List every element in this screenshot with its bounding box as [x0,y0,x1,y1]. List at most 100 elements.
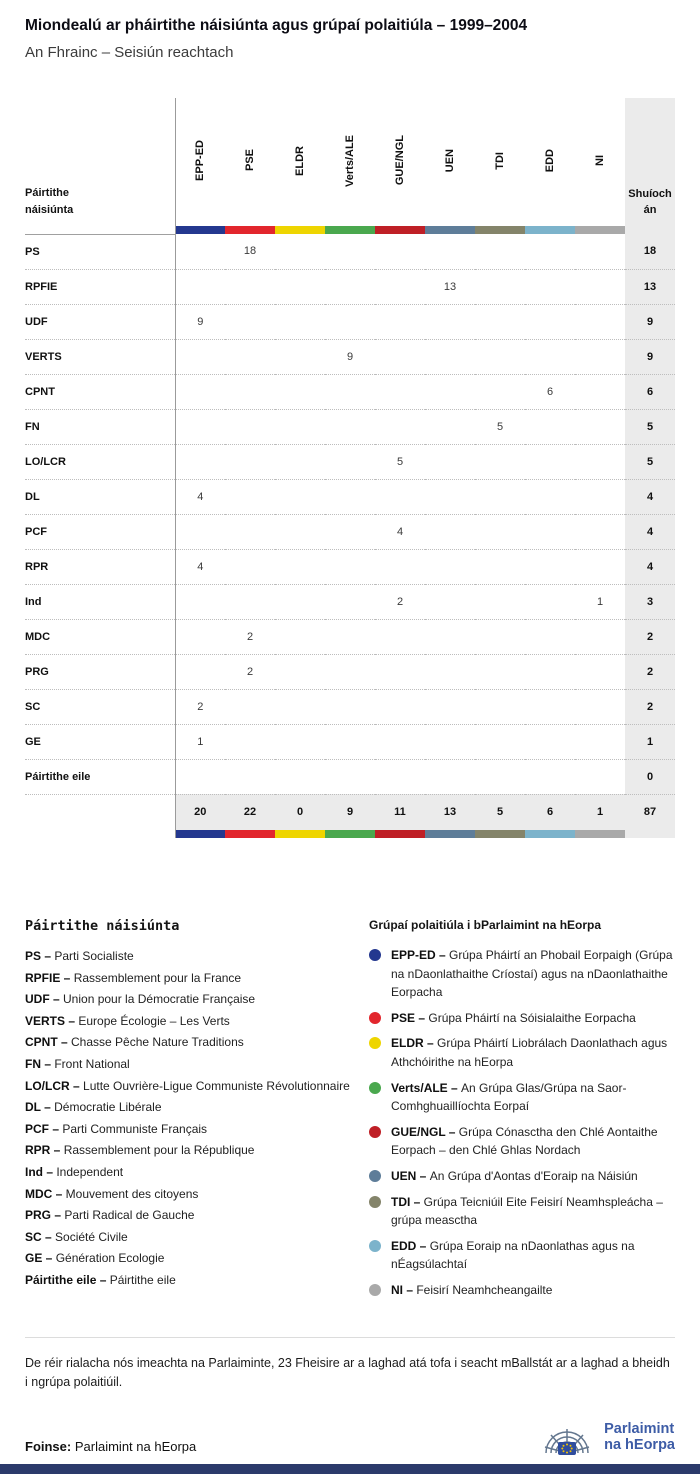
seat-count-cell [575,304,625,340]
group-column-header: NI [594,155,606,166]
seat-count-cell [375,619,425,655]
group-legend-text: TDI – Grúpa Teicniúil Eite Feisirí Neamh… [391,1194,663,1228]
header-row: Páirtithe náisiúnta EPP-ED PSE ELDR Verts/AL… [25,98,675,226]
seat-count-cell [325,444,375,480]
party-name: LO/LCR [25,444,176,480]
seat-count-cell [225,549,275,585]
ep-hemicycle-icon [544,1429,590,1456]
legend-political-groups: Grúpaí polaitiúla i bParlaimint na hEorp… [369,918,675,1307]
seat-count-cell [275,234,325,270]
seat-count-cell [425,584,475,620]
party-legend-item: Páirtithe eile – Páirtithe eile [25,1272,176,1287]
table-row: UDF 9 9 [25,304,675,340]
group-legend-item: NI – Feisirí Neamhcheangailte [369,1281,675,1300]
seat-count-cell [525,619,575,655]
column-total: 20 [175,794,225,830]
party-legend-item: FN – Front National [25,1056,130,1071]
seat-count-cell [525,409,575,445]
party-name: PRG [25,654,176,690]
seat-count-cell [275,269,325,305]
seat-count-cell: 5 [375,444,425,480]
party-name: CPNT [25,374,176,410]
party-legend-item: PCF – Parti Communiste Français [25,1121,208,1136]
seat-count-cell [425,654,475,690]
group-color-swatch [475,226,525,234]
row-total: 5 [625,409,675,445]
seat-count-cell [375,304,425,340]
group-color-swatch [225,830,275,838]
seat-count-cell [525,514,575,550]
seat-count-cell [475,689,525,725]
group-column-header: EPP-ED [194,140,207,181]
row-total: 6 [625,374,675,410]
seat-count-cell: 9 [175,304,225,340]
seat-count-cell: 4 [175,479,225,515]
seat-count-cell [425,514,475,550]
group-color-swatch [375,226,425,234]
seat-count-cell [325,479,375,515]
party-legend-item: PS – Parti Socialiste [25,949,134,963]
group-color-swatch [575,226,625,234]
color-swatch-row [25,226,675,235]
seat-count-cell [575,409,625,445]
seat-count-cell [475,374,525,410]
seat-count-cell [525,304,575,340]
seat-count-cell [175,654,225,690]
seat-count-cell [225,479,275,515]
seat-count-cell [325,234,375,270]
seat-count-cell [425,619,475,655]
party-name: RPR [25,549,176,585]
seat-count-cell [425,479,475,515]
seat-count-cell [375,654,425,690]
group-color-swatch [175,226,225,234]
table-row: FN 5 5 [25,409,675,445]
row-total: 9 [625,339,675,375]
group-color-swatch [375,830,425,838]
seat-count-cell [325,374,375,410]
seat-count-cell [425,689,475,725]
seat-count-cell: 2 [175,689,225,725]
group-legend-text: ELDR – Grúpa Pháirtí Liobrálach Daonlath… [391,1036,668,1069]
seat-count-cell [575,724,625,760]
group-column-header: PSE [244,149,256,172]
seat-count-cell [375,724,425,760]
seat-count-cell [275,479,325,515]
party-name: GE [25,724,176,760]
group-color-swatch [425,226,475,234]
row-header-cell: Páirtithe náisiúnta [25,98,176,226]
group-legend-item: GUE/NGL – Grúpa Cónasctha den Chlé Aonta… [369,1123,675,1160]
row-total: 2 [625,619,675,655]
group-color-swatch [425,830,475,838]
source-label: Foinse: [25,1439,72,1455]
seat-count-cell [225,724,275,760]
seat-count-cell [275,374,325,410]
row-total: 0 [625,759,675,795]
seat-count-cell [425,374,475,410]
seat-count-cell [325,724,375,760]
column-total: 5 [475,794,525,830]
row-total: 9 [625,304,675,340]
seat-count-cell: 9 [325,339,375,375]
seat-count-cell [275,654,325,690]
seat-count-cell [475,304,525,340]
seat-count-cell [375,549,425,585]
seat-count-cell [525,654,575,690]
row-header-label: Páirtithe náisiúnta [25,186,74,216]
seat-count-cell [175,234,225,270]
seat-count-cell [275,304,325,340]
party-name: SC [25,689,176,725]
seat-count-cell [375,759,425,795]
seat-count-cell [475,549,525,585]
bottom-bar [0,1464,700,1474]
group-color-dot [369,1169,381,1182]
seat-count-cell [325,514,375,550]
table-row: PS 18 18 [25,234,675,270]
seat-count-cell [225,409,275,445]
seat-count-cell [575,689,625,725]
seat-count-cell [575,339,625,375]
party-name: PS [25,234,176,270]
seat-count-cell [325,304,375,340]
seat-count-cell [375,409,425,445]
table-row: MDC 2 2 [25,619,675,655]
seat-count-cell [275,759,325,795]
